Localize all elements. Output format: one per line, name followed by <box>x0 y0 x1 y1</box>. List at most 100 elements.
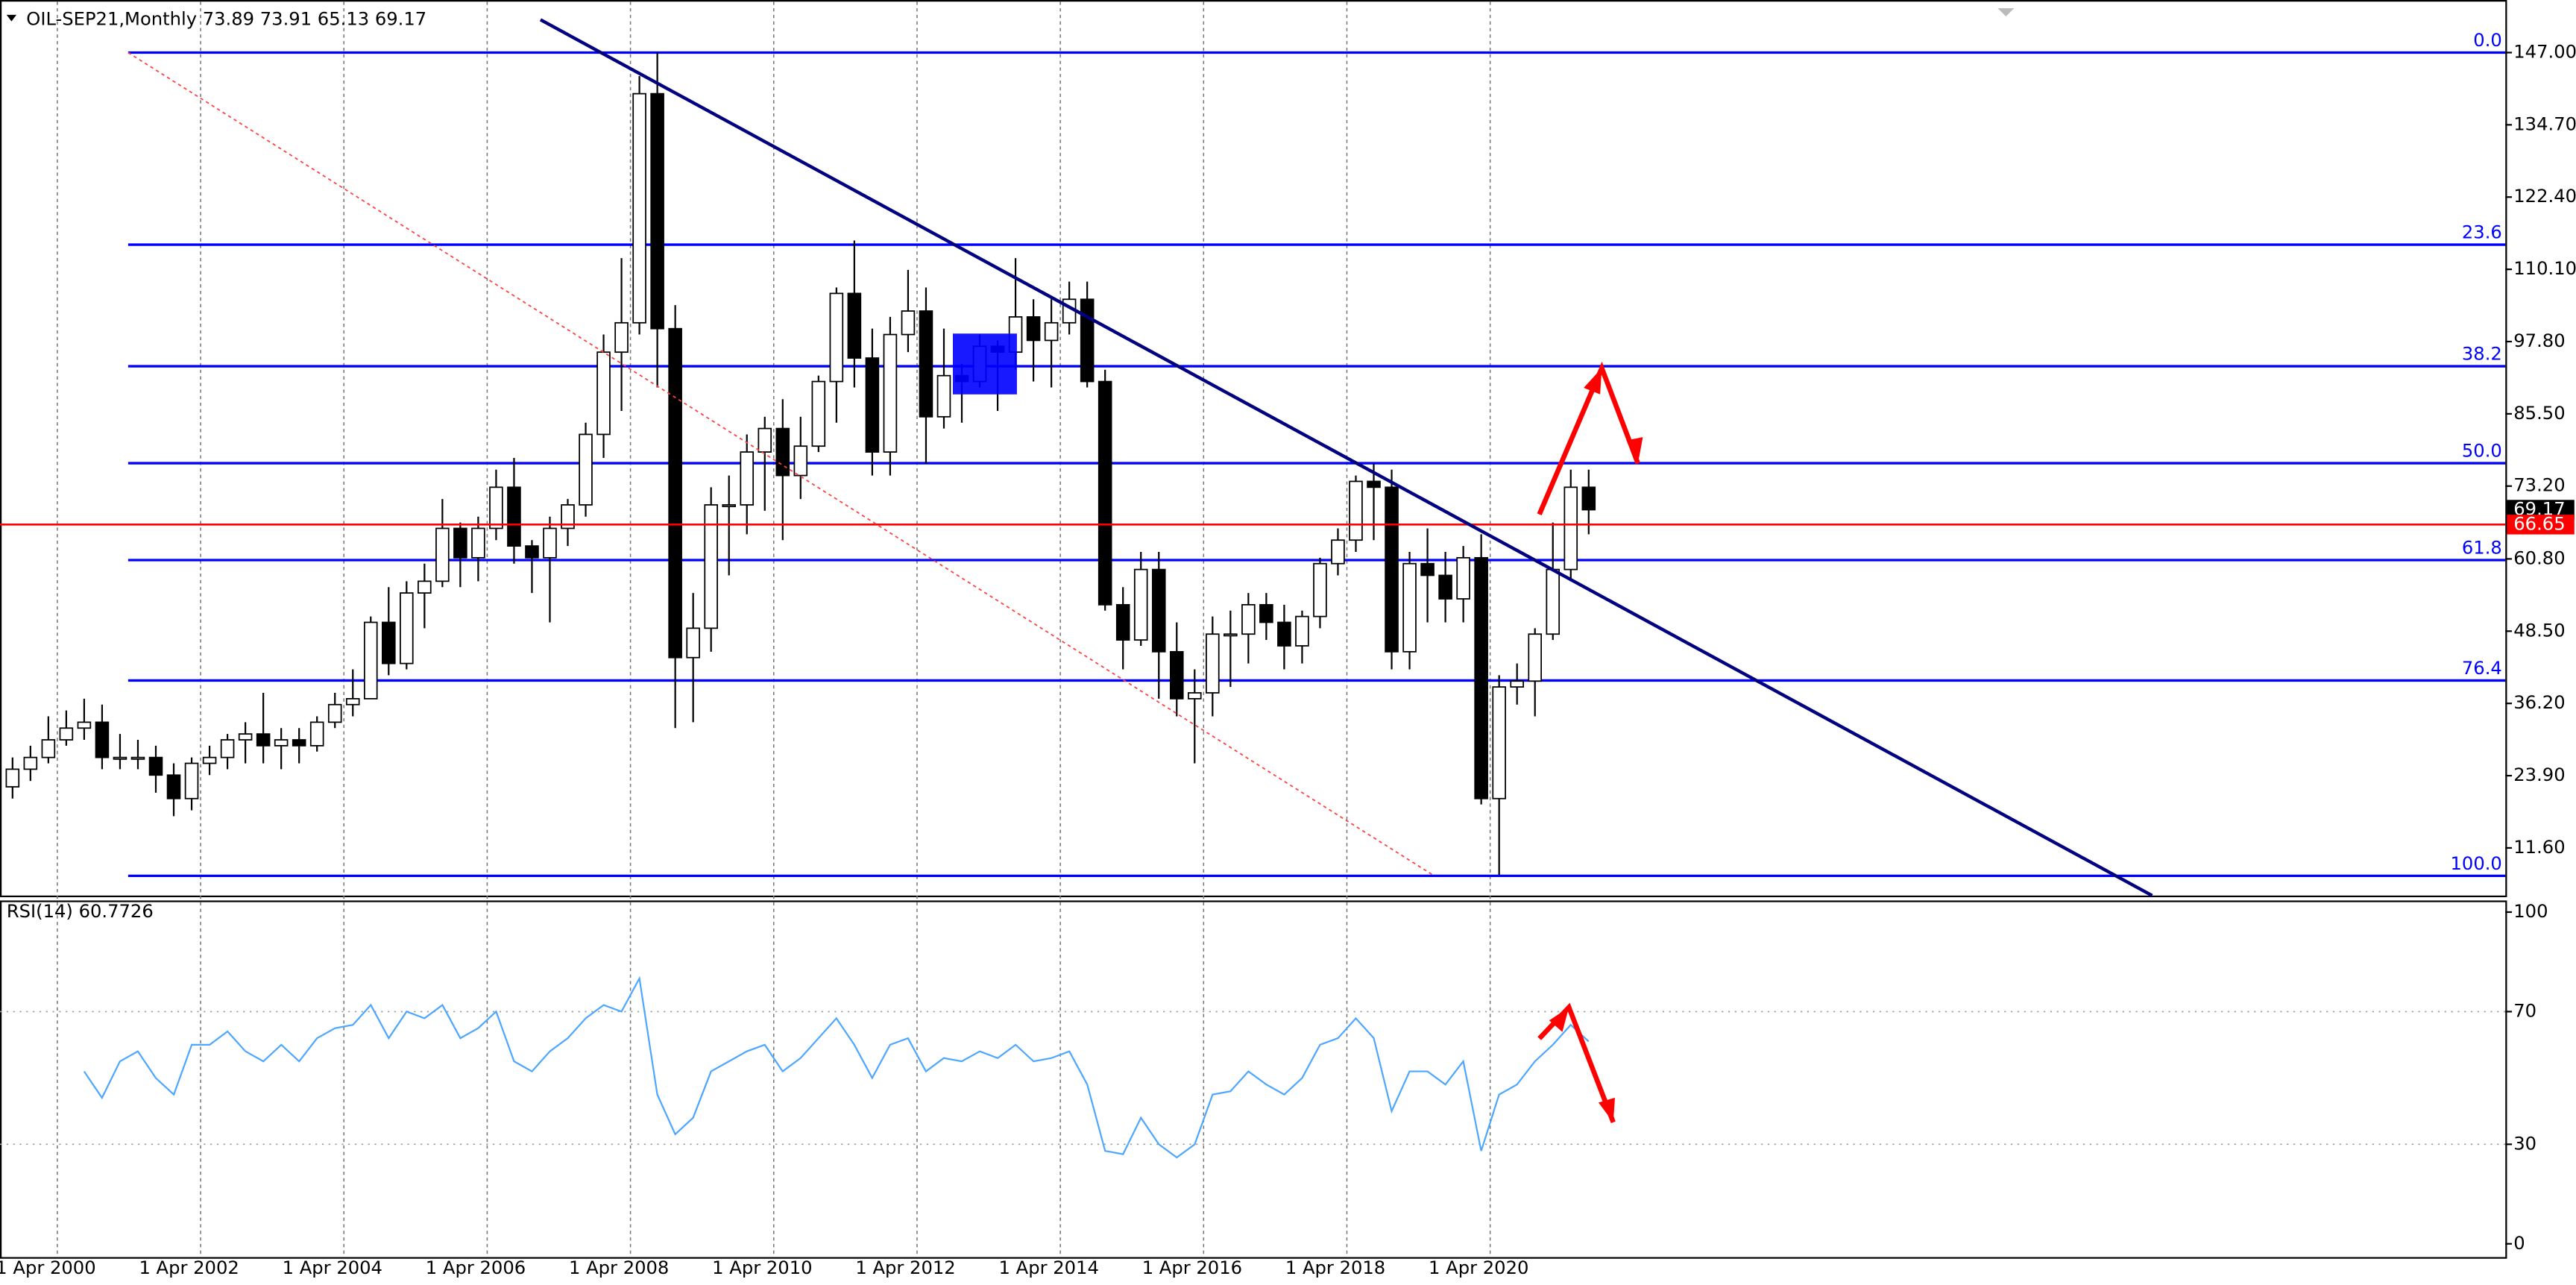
candle-body <box>1492 686 1506 799</box>
candle-body <box>1528 633 1543 682</box>
candle-body <box>148 756 163 776</box>
x-tick-label: 1 Apr 2010 <box>712 1257 812 1278</box>
y-tick-label: 134.70 <box>2513 113 2576 134</box>
candle-body <box>1026 316 1041 342</box>
candle-body <box>130 756 145 760</box>
candle-body <box>936 374 951 418</box>
candle-body <box>1313 562 1327 618</box>
candle-body <box>1331 539 1345 565</box>
candle-body <box>166 774 181 799</box>
price-tag-label: 66.65 <box>2513 513 2565 534</box>
y-tick-label: 110.10 <box>2513 258 2576 279</box>
x-tick-label: 1 Apr 2008 <box>569 1257 669 1278</box>
rsi-line <box>83 975 1590 1159</box>
candle-body <box>1402 562 1417 653</box>
candle-body <box>489 486 503 530</box>
candle-body <box>507 486 521 547</box>
candle-body <box>400 592 414 665</box>
x-tick-label: 1 Apr 2020 <box>1429 1257 1528 1278</box>
y-tick-label: 30 <box>2513 1133 2536 1154</box>
candle-body <box>811 380 826 447</box>
candle-body <box>883 333 898 453</box>
fib-label: 38.2 <box>2462 344 2502 365</box>
candle-body <box>256 733 271 747</box>
fib-label: 23.6 <box>2462 222 2502 243</box>
y-tick-label: 100 <box>2513 901 2548 922</box>
candle-body <box>1510 680 1524 688</box>
candle-body <box>901 310 916 336</box>
x-tick-label: 1 Apr 2012 <box>855 1257 955 1278</box>
candle-body <box>865 357 880 453</box>
y-tick-label: 60.80 <box>2513 547 2565 568</box>
candle-body <box>220 739 235 758</box>
y-tick-label: 0 <box>2513 1233 2525 1254</box>
candle-body <box>381 621 396 665</box>
candle-body <box>579 433 593 506</box>
price-tag <box>2507 515 2575 535</box>
rsi-header: RSI(14) 60.7726 <box>7 901 154 922</box>
menu-arrow <box>6 14 17 22</box>
candle-body <box>1188 692 1202 700</box>
trend-line <box>539 18 2153 897</box>
candle-body <box>829 292 844 383</box>
candle-body <box>1098 380 1112 606</box>
fib-label: 0.0 <box>2473 30 2502 51</box>
candle-body <box>77 721 92 729</box>
shift-marker <box>1997 8 2015 17</box>
candle-body <box>1563 486 1578 571</box>
y-tick-label: 122.40 <box>2513 186 2576 207</box>
arrow-head <box>1626 437 1643 464</box>
candle-body <box>686 627 700 659</box>
candle-body <box>1044 321 1059 342</box>
candle-body <box>309 721 324 747</box>
candle-body <box>292 739 306 747</box>
y-tick-label: 23.90 <box>2513 764 2565 785</box>
candle-body <box>1349 480 1363 541</box>
candle-body <box>113 756 127 760</box>
candle-body <box>775 427 790 477</box>
x-tick-label: 1 Apr 2002 <box>139 1257 239 1278</box>
x-tick-label: 1 Apr 2018 <box>1285 1257 1385 1278</box>
fib-label: 76.4 <box>2462 658 2502 679</box>
highlight-box <box>952 333 1017 395</box>
candle-body <box>1080 298 1095 383</box>
candle-body <box>453 527 467 559</box>
candle-body <box>525 545 539 559</box>
candle-body <box>95 721 110 758</box>
candle-body <box>632 92 646 324</box>
candle-body <box>758 427 772 453</box>
candle-body <box>238 733 253 741</box>
arrow-head <box>1584 368 1602 395</box>
fib-label: 50.0 <box>2462 441 2502 462</box>
candle-body <box>740 451 755 506</box>
rsi-arrow <box>1537 1002 1616 1124</box>
arrow-head <box>1598 1097 1615 1122</box>
x-tick-label: 1 Apr 2006 <box>426 1257 526 1278</box>
main-pane <box>0 0 2507 898</box>
candle-body <box>1169 650 1184 700</box>
y-tick-label: 11.60 <box>2513 837 2565 858</box>
y-tick-label: 70 <box>2513 1000 2536 1021</box>
candle-body <box>1420 562 1435 576</box>
candle-body <box>274 739 289 747</box>
candle-body <box>1438 574 1452 600</box>
fib-label: 61.8 <box>2462 538 2502 559</box>
candle-body <box>1581 486 1596 511</box>
y-tick-label: 73.20 <box>2513 475 2565 496</box>
candle-body <box>650 92 664 330</box>
candle-body <box>1206 633 1220 694</box>
candle-body <box>1456 556 1470 600</box>
candle-body <box>41 739 56 758</box>
y-tick-label: 147.00 <box>2513 41 2576 62</box>
candle-body <box>59 727 74 741</box>
candle-body <box>668 327 682 659</box>
candle-body <box>1367 480 1381 488</box>
candle-body <box>793 445 808 477</box>
candle-body <box>1133 568 1148 641</box>
chart-header: OIL-SEP21,Monthly 73.89 73.91 65.13 69.1… <box>26 8 426 29</box>
candle-body <box>1295 615 1309 647</box>
candle-body <box>1546 568 1561 635</box>
x-tick-label: 1 Apr 2016 <box>1142 1257 1242 1278</box>
candle-body <box>847 292 862 359</box>
y-tick-label: 85.50 <box>2513 403 2565 424</box>
